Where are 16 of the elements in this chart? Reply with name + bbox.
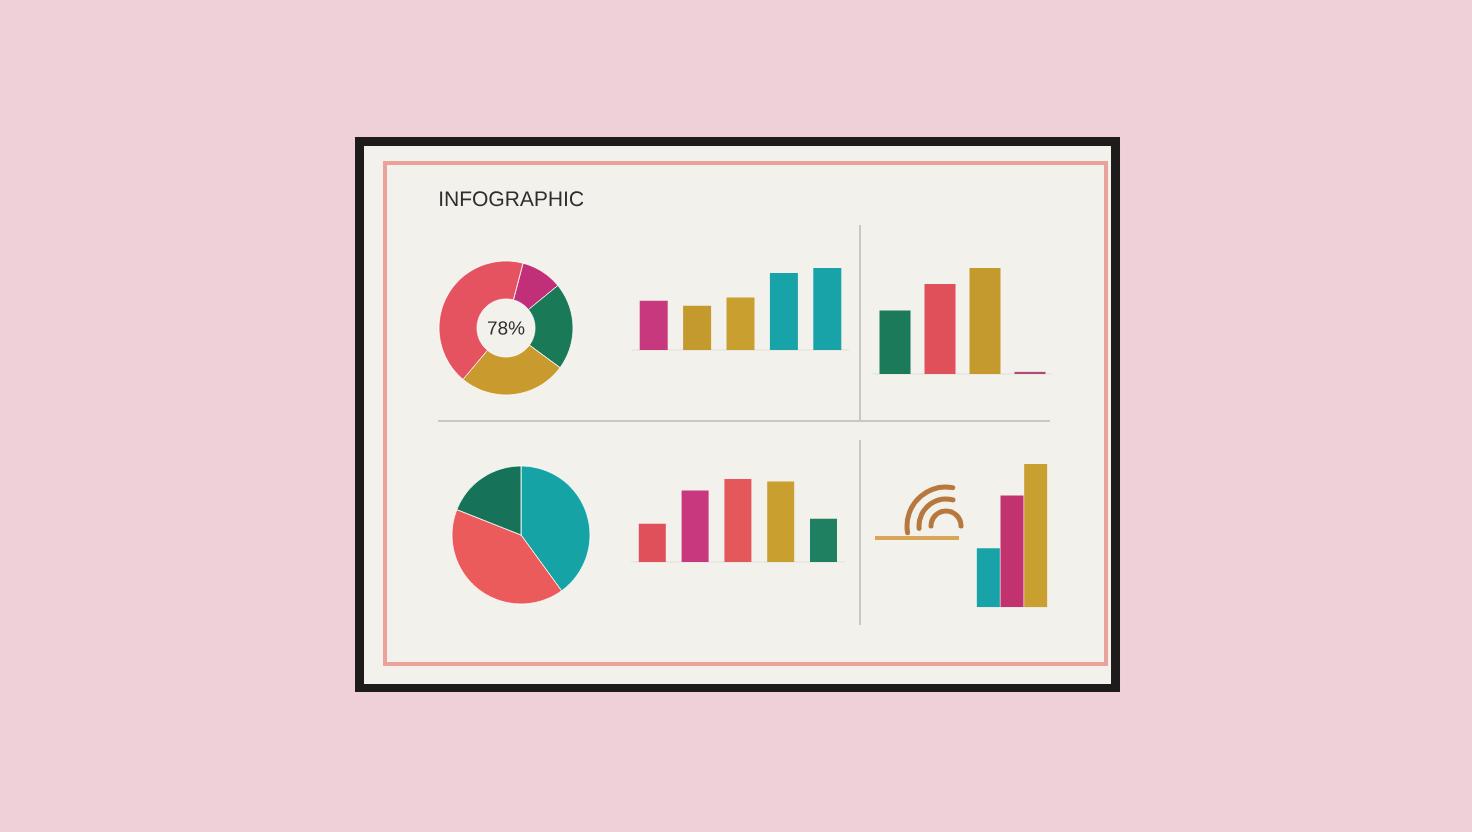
- bar: [683, 305, 712, 350]
- bar: [769, 272, 798, 350]
- bar: [879, 310, 911, 374]
- bar: [767, 481, 795, 562]
- bar: [813, 267, 842, 350]
- bar: [724, 478, 752, 562]
- bar: [969, 267, 1001, 374]
- bar: [639, 300, 668, 350]
- bar: [924, 283, 956, 374]
- bar: [1014, 371, 1046, 374]
- bar: [810, 518, 838, 562]
- chart-title: INFOGRAPHIC: [440, 191, 584, 207]
- bar: [681, 490, 709, 562]
- text: 78%: [487, 321, 525, 335]
- bar: [726, 297, 755, 350]
- bar: [638, 523, 666, 562]
